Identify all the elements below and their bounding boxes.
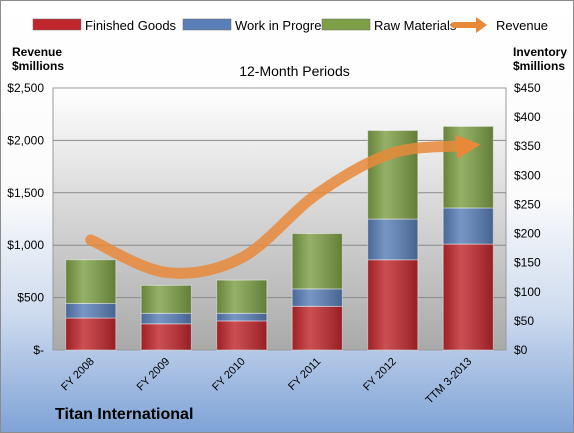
bar-shading bbox=[443, 207, 494, 245]
right-tick-label: $50 bbox=[514, 314, 534, 328]
category-label: FY 2008 bbox=[59, 356, 97, 394]
legend-arrow-icon bbox=[476, 17, 487, 33]
right-tick-label: $0 bbox=[514, 343, 528, 357]
category-label: FY 2010 bbox=[210, 356, 248, 394]
bar-shading bbox=[292, 306, 343, 350]
left-tick-label: $500 bbox=[17, 291, 44, 305]
right-tick-label: $450 bbox=[514, 81, 541, 95]
bar-shading bbox=[216, 280, 267, 314]
bar-shading bbox=[216, 320, 267, 350]
legend-swatch bbox=[182, 18, 232, 31]
right-axis-title: $millions bbox=[513, 59, 565, 73]
bar-shading bbox=[443, 244, 494, 350]
bar-shading bbox=[367, 219, 418, 260]
left-tick-label: $- bbox=[33, 343, 44, 357]
category-label: FY 2012 bbox=[361, 356, 399, 394]
bar-shading bbox=[216, 313, 267, 321]
right-tick-label: $200 bbox=[514, 227, 541, 241]
left-tick-label: $1,000 bbox=[7, 238, 44, 252]
legend-label: Work in Progress bbox=[235, 18, 335, 33]
legend-swatch bbox=[321, 18, 371, 31]
right-tick-label: $350 bbox=[514, 139, 541, 153]
chart-title: 12-Month Periods bbox=[239, 63, 350, 79]
right-tick-label: $150 bbox=[514, 256, 541, 270]
right-tick-label: $100 bbox=[514, 285, 541, 299]
legend-swatch bbox=[32, 18, 82, 31]
revenue-line bbox=[85, 134, 481, 279]
plot-background bbox=[52, 87, 507, 351]
right-tick-label: $400 bbox=[514, 110, 541, 124]
bar-shading bbox=[65, 317, 116, 350]
bar-shading bbox=[141, 285, 192, 314]
left-tick-label: $2,500 bbox=[7, 81, 44, 95]
bar-shading bbox=[292, 288, 343, 307]
bar-shading bbox=[141, 313, 192, 324]
bar-shading bbox=[65, 303, 116, 318]
category-label: TTM 3-2013 bbox=[424, 356, 475, 407]
bar-shading bbox=[367, 259, 418, 350]
right-tick-label: $300 bbox=[514, 168, 541, 182]
legend-label: Revenue bbox=[496, 18, 548, 33]
right-tick-label: $250 bbox=[514, 197, 541, 211]
category-label: FY 2009 bbox=[135, 356, 173, 394]
right-axis-title: Inventory bbox=[513, 45, 567, 59]
legend: Finished Goods Work in Progress Raw Materi… bbox=[32, 17, 548, 33]
category-label: FY 2011 bbox=[286, 356, 323, 393]
left-axis-title: $millions bbox=[12, 59, 64, 73]
axis-titles: 12-Month PeriodsRevenue$millionsInventor… bbox=[12, 45, 567, 79]
bar-shading bbox=[292, 233, 343, 289]
legend-label: Raw Materials bbox=[374, 18, 457, 33]
left-tick-label: $1,500 bbox=[7, 186, 44, 200]
bar-shading bbox=[141, 323, 192, 350]
company-name: Titan International bbox=[55, 406, 194, 423]
bar-shading bbox=[443, 126, 494, 208]
bar-shading bbox=[65, 259, 116, 304]
plot-area: $2,500 $2,000 $1,500 $1,000 $500 $- $450 $400 $3… bbox=[7, 81, 541, 406]
left-tick-label: $2,000 bbox=[7, 133, 44, 147]
legend-label: Finished Goods bbox=[85, 18, 177, 33]
left-axis-title: Revenue bbox=[12, 45, 62, 59]
